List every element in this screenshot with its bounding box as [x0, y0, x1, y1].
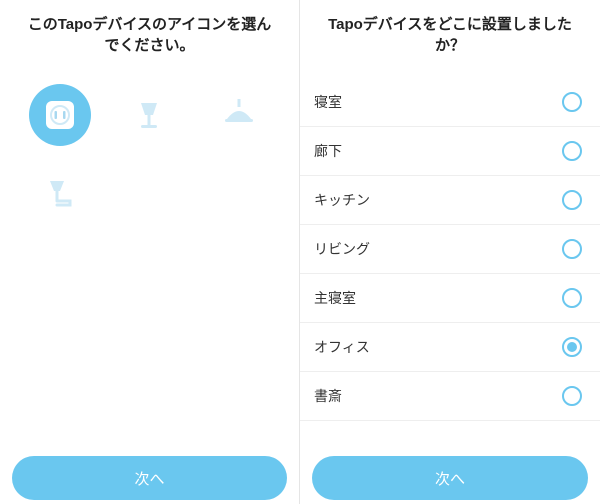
icon-grid	[0, 56, 299, 226]
location-item-study[interactable]: 書斎	[300, 372, 600, 421]
next-button-container-right: 次へ	[300, 446, 600, 504]
icon-select-panel: このTapoデバイスのアイコンを選んでください。	[0, 0, 300, 504]
icon-option-wall-lamp[interactable]	[29, 164, 91, 226]
location-label: 寝室	[314, 92, 342, 112]
outlet-icon	[40, 95, 80, 135]
location-label: オフィス	[314, 337, 370, 357]
location-label: 主寝室	[314, 288, 356, 308]
icon-option-ceiling-lamp[interactable]	[208, 84, 270, 146]
radio-unselected-icon	[562, 92, 582, 112]
table-lamp-icon	[129, 95, 169, 135]
location-item-master-bedroom[interactable]: 主寝室	[300, 274, 600, 323]
radio-unselected-icon	[562, 141, 582, 161]
wall-lamp-icon	[40, 175, 80, 215]
location-item-living[interactable]: リビング	[300, 225, 600, 274]
location-item-bedroom[interactable]: 寝室	[300, 78, 600, 127]
location-item-kitchen[interactable]: キッチン	[300, 176, 600, 225]
next-button-container-left: 次へ	[0, 446, 299, 504]
next-button-right[interactable]: 次へ	[312, 456, 588, 500]
location-list: 寝室 廊下 キッチン リビング 主寝室 オフィス 書斎	[300, 56, 600, 504]
location-select-title: Tapoデバイスをどこに設置しましたか？	[300, 0, 600, 56]
radio-unselected-icon	[562, 288, 582, 308]
icon-option-outlet[interactable]	[29, 84, 91, 146]
radio-unselected-icon	[562, 239, 582, 259]
icon-select-title: このTapoデバイスのアイコンを選んでください。	[0, 0, 299, 56]
location-label: リビング	[314, 239, 370, 259]
icon-option-table-lamp[interactable]	[118, 84, 180, 146]
location-item-hallway[interactable]: 廊下	[300, 127, 600, 176]
radio-unselected-icon	[562, 386, 582, 406]
next-button-left[interactable]: 次へ	[12, 456, 287, 500]
ceiling-lamp-icon	[219, 95, 259, 135]
location-select-panel: Tapoデバイスをどこに設置しましたか？ 寝室 廊下 キッチン リビング 主寝室…	[300, 0, 600, 504]
location-item-office[interactable]: オフィス	[300, 323, 600, 372]
location-label: 書斎	[314, 386, 342, 406]
radio-unselected-icon	[562, 190, 582, 210]
location-label: 廊下	[314, 141, 342, 161]
radio-selected-icon	[562, 337, 582, 357]
location-label: キッチン	[314, 190, 370, 210]
